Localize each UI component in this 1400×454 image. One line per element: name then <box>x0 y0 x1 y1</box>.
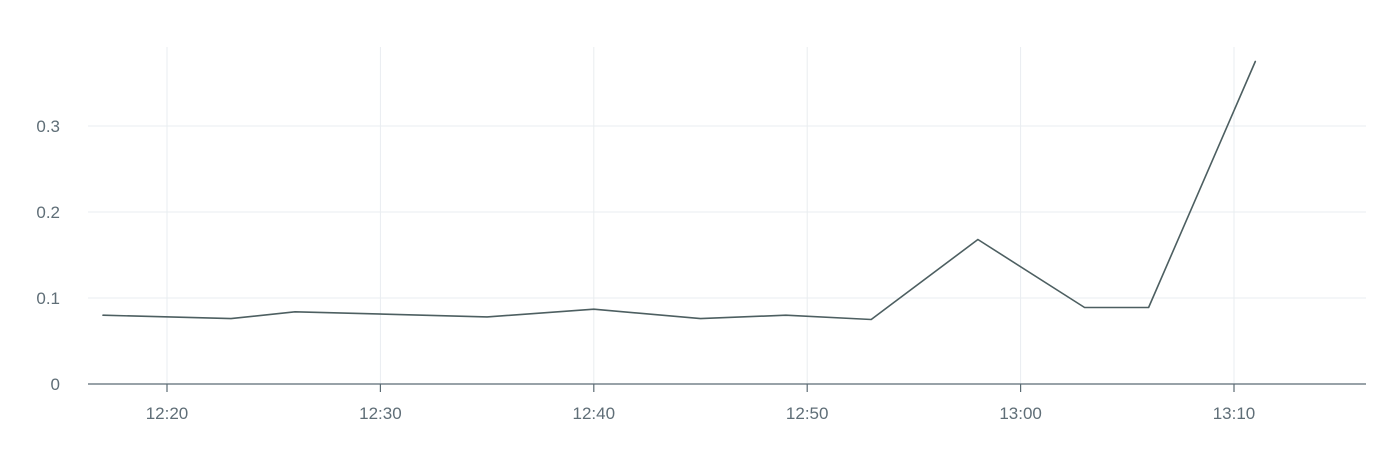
x-tick-label: 12:50 <box>786 404 829 423</box>
tick-labels: 0 0.1 0.2 0.3 12:20 12:30 12:40 12:50 13:00 13:10 <box>36 117 1255 423</box>
y-tick-label: 0.3 <box>36 117 60 136</box>
x-tick-label: 12:30 <box>359 404 402 423</box>
x-tick-label: 13:00 <box>999 404 1042 423</box>
x-tick-label: 12:40 <box>573 404 616 423</box>
series <box>102 60 1257 321</box>
y-tick-label: 0.2 <box>36 203 60 222</box>
y-tick-label: 0 <box>51 375 60 394</box>
series-line <box>102 60 1257 321</box>
axes <box>88 383 1366 392</box>
x-tick-label: 13:10 <box>1213 404 1256 423</box>
x-tick-label: 12:20 <box>146 404 189 423</box>
grid <box>88 47 1366 384</box>
y-tick-label: 0.1 <box>36 289 60 308</box>
